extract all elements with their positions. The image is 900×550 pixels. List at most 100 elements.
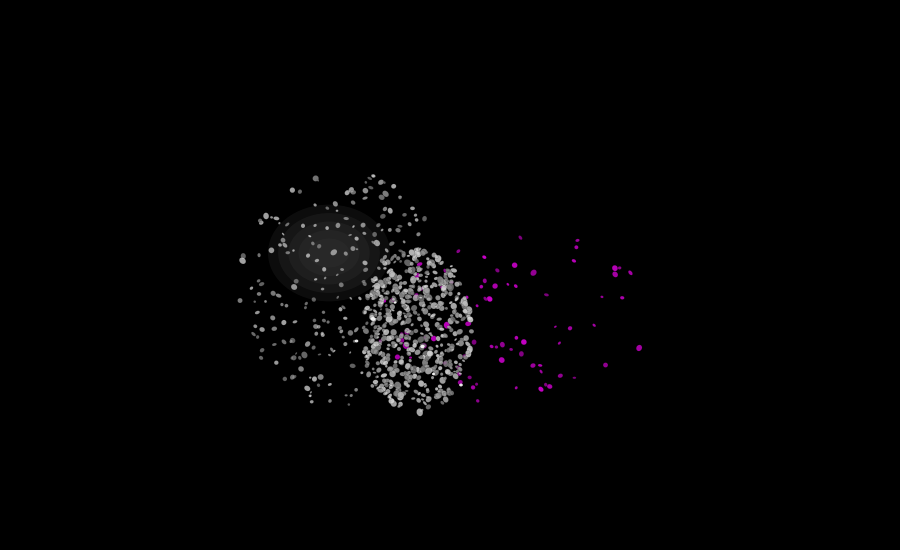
Ellipse shape	[348, 187, 354, 192]
Ellipse shape	[378, 312, 382, 316]
Ellipse shape	[356, 248, 358, 250]
Ellipse shape	[376, 376, 379, 378]
Ellipse shape	[499, 357, 505, 363]
Ellipse shape	[440, 401, 445, 405]
Ellipse shape	[390, 255, 394, 261]
Ellipse shape	[457, 340, 464, 346]
Ellipse shape	[475, 383, 478, 386]
Ellipse shape	[407, 255, 410, 257]
Ellipse shape	[521, 339, 526, 345]
Ellipse shape	[530, 363, 536, 368]
Ellipse shape	[366, 371, 371, 377]
Ellipse shape	[410, 278, 414, 280]
Ellipse shape	[454, 309, 456, 312]
Ellipse shape	[363, 267, 368, 272]
Ellipse shape	[421, 308, 425, 311]
Ellipse shape	[349, 364, 356, 368]
Ellipse shape	[439, 328, 445, 331]
Ellipse shape	[463, 309, 468, 313]
Ellipse shape	[270, 315, 275, 321]
Ellipse shape	[278, 243, 282, 247]
Ellipse shape	[435, 387, 438, 390]
Ellipse shape	[374, 332, 380, 336]
Ellipse shape	[413, 329, 418, 333]
Ellipse shape	[367, 350, 371, 353]
Ellipse shape	[445, 349, 447, 352]
Ellipse shape	[425, 338, 428, 342]
Ellipse shape	[340, 268, 344, 271]
Ellipse shape	[338, 326, 342, 330]
Ellipse shape	[416, 248, 420, 251]
Ellipse shape	[379, 195, 384, 200]
Ellipse shape	[350, 190, 356, 195]
Ellipse shape	[440, 334, 446, 338]
Ellipse shape	[465, 321, 472, 326]
Ellipse shape	[396, 387, 401, 394]
Ellipse shape	[458, 367, 462, 371]
Ellipse shape	[377, 315, 382, 321]
Ellipse shape	[394, 382, 401, 389]
Ellipse shape	[385, 389, 391, 394]
Ellipse shape	[318, 354, 321, 355]
Ellipse shape	[398, 285, 402, 290]
Ellipse shape	[317, 325, 320, 329]
Ellipse shape	[462, 302, 465, 307]
Ellipse shape	[317, 179, 319, 182]
Ellipse shape	[450, 314, 454, 317]
Ellipse shape	[431, 263, 436, 268]
Ellipse shape	[452, 310, 456, 315]
Ellipse shape	[421, 393, 426, 397]
Ellipse shape	[259, 356, 263, 360]
Ellipse shape	[365, 295, 370, 300]
Ellipse shape	[436, 295, 440, 300]
Ellipse shape	[389, 334, 393, 339]
Ellipse shape	[407, 347, 410, 351]
Ellipse shape	[445, 290, 448, 295]
Ellipse shape	[425, 271, 429, 274]
Ellipse shape	[410, 323, 414, 326]
Ellipse shape	[392, 184, 396, 189]
Ellipse shape	[445, 307, 448, 310]
Ellipse shape	[419, 355, 423, 359]
Ellipse shape	[278, 222, 281, 224]
Ellipse shape	[401, 251, 406, 256]
Ellipse shape	[414, 248, 418, 252]
Ellipse shape	[457, 367, 463, 372]
Ellipse shape	[436, 303, 441, 309]
Ellipse shape	[270, 216, 273, 218]
Ellipse shape	[435, 394, 440, 398]
Ellipse shape	[344, 251, 348, 256]
Ellipse shape	[274, 217, 279, 221]
Ellipse shape	[409, 249, 415, 256]
Ellipse shape	[437, 284, 441, 287]
Ellipse shape	[446, 268, 450, 272]
Ellipse shape	[399, 337, 404, 343]
Ellipse shape	[443, 397, 448, 403]
Ellipse shape	[397, 311, 401, 315]
Ellipse shape	[422, 359, 428, 366]
Ellipse shape	[400, 356, 404, 360]
Ellipse shape	[422, 355, 427, 360]
Ellipse shape	[367, 177, 372, 180]
Ellipse shape	[443, 392, 446, 397]
Ellipse shape	[406, 384, 410, 388]
Ellipse shape	[416, 367, 419, 371]
Ellipse shape	[404, 383, 408, 386]
Ellipse shape	[285, 251, 290, 254]
Ellipse shape	[365, 354, 370, 359]
Ellipse shape	[364, 181, 367, 184]
Ellipse shape	[391, 329, 397, 336]
Ellipse shape	[392, 286, 399, 293]
Ellipse shape	[416, 375, 421, 380]
Ellipse shape	[435, 255, 441, 262]
Ellipse shape	[381, 229, 383, 232]
Ellipse shape	[402, 312, 406, 315]
Ellipse shape	[255, 311, 260, 314]
Ellipse shape	[512, 262, 517, 268]
Ellipse shape	[417, 316, 422, 321]
Ellipse shape	[290, 188, 295, 193]
Ellipse shape	[383, 356, 387, 360]
Ellipse shape	[322, 318, 326, 322]
Ellipse shape	[438, 261, 442, 265]
Ellipse shape	[372, 284, 375, 287]
